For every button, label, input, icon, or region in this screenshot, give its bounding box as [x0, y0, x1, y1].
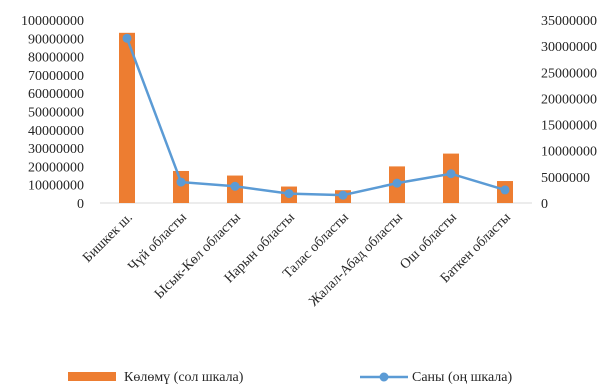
right-axis-tick-label: 5000000 [541, 171, 590, 186]
right-axis-tick-label: 0 [541, 197, 548, 212]
bar [173, 170, 189, 203]
legend-item-count: Саны (оң шкала) [360, 370, 513, 385]
legend-bar-swatch [68, 372, 116, 381]
line-point [230, 181, 240, 191]
line-point [176, 177, 186, 187]
line-point [338, 190, 348, 200]
legend-label-volume: Көлөмү (сол шкала) [124, 370, 244, 385]
left-axis-tick-label: 50000000 [28, 106, 84, 121]
left-axis-tick-label: 100000000 [21, 14, 84, 29]
line-point [500, 185, 510, 195]
legend-label-count: Саны (оң шкала) [412, 370, 513, 385]
left-axis-tick-label: 80000000 [28, 51, 84, 66]
right-axis-tick-label: 30000000 [541, 40, 597, 55]
left-axis-tick-label: 30000000 [28, 142, 84, 157]
line-point [284, 189, 294, 199]
right-axis-tick-label: 15000000 [541, 119, 597, 134]
line-point [446, 169, 456, 179]
left-axis-tick-label: 40000000 [28, 124, 84, 139]
legend-item-volume: Көлөмү (сол шкала) [68, 370, 244, 385]
bar-series [119, 32, 513, 204]
left-axis-tick-label: 60000000 [28, 87, 84, 102]
left-axis-tick-label: 20000000 [28, 160, 84, 175]
bar [443, 153, 459, 203]
line-point [392, 178, 402, 188]
bar [119, 32, 135, 204]
category-label: Жалал-Абад областы [306, 210, 406, 310]
right-axis-tick-label: 35000000 [541, 14, 597, 29]
line-series [122, 33, 510, 200]
right-axis-ticks: 35000000 30000000 25000000 20000000 15000000… [541, 14, 597, 212]
category-label: Бишкек ш. [80, 210, 136, 266]
legend-line-marker [379, 372, 389, 382]
left-axis-tick-label: 0 [77, 197, 84, 212]
line-point [122, 33, 132, 43]
right-axis-tick-label: 10000000 [541, 145, 597, 160]
left-axis-tick-label: 10000000 [28, 179, 84, 194]
right-axis-tick-label: 20000000 [541, 92, 597, 107]
legend: Көлөмү (сол шкала) Саны (оң шкала) [68, 370, 513, 385]
right-axis-tick-label: 25000000 [541, 66, 597, 81]
left-axis-tick-label: 70000000 [28, 69, 84, 84]
series-line [125, 37, 506, 197]
left-axis-ticks: 1000000009000000080000000700000006000000… [21, 14, 84, 212]
left-axis-tick-label: 90000000 [28, 32, 84, 47]
